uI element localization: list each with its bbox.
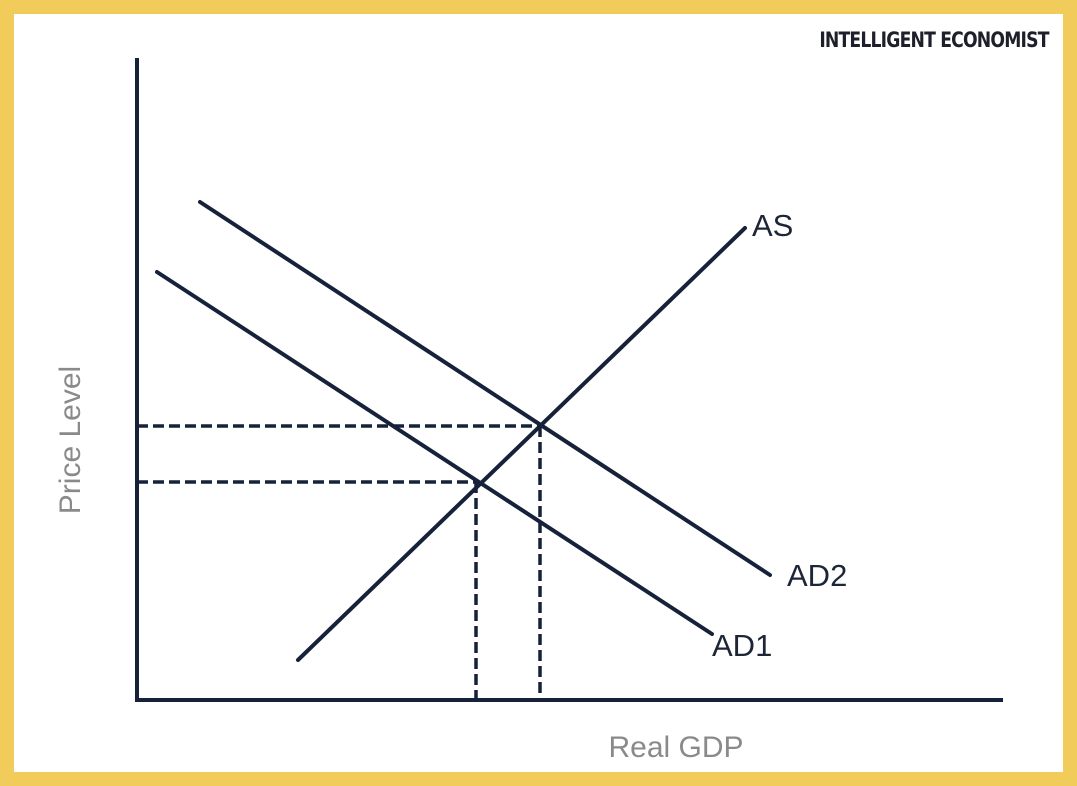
brand-logo: INTELLIGENT ECONOMIST xyxy=(819,28,1050,52)
ad2-curve xyxy=(198,200,772,577)
x-axis-label: Real GDP xyxy=(608,731,743,764)
y-axis-label: Price Level xyxy=(54,366,87,514)
ad1-label: AD1 xyxy=(712,628,772,663)
ad2-label: AD2 xyxy=(787,558,847,593)
as-curve xyxy=(296,226,747,662)
ad1-curve xyxy=(155,270,714,636)
as-label: AS xyxy=(752,208,793,243)
